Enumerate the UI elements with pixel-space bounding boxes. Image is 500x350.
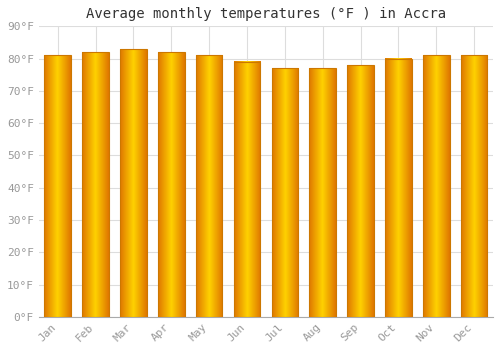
Bar: [120, 49, 146, 317]
Bar: [385, 58, 411, 317]
Bar: [234, 62, 260, 317]
Bar: [423, 55, 450, 317]
Bar: [310, 68, 336, 317]
Bar: [158, 52, 184, 317]
Bar: [461, 55, 487, 317]
Bar: [196, 55, 222, 317]
Bar: [44, 55, 71, 317]
Bar: [82, 52, 109, 317]
Bar: [272, 68, 298, 317]
Title: Average monthly temperatures (°F ) in Accra: Average monthly temperatures (°F ) in Ac…: [86, 7, 446, 21]
Bar: [348, 65, 374, 317]
